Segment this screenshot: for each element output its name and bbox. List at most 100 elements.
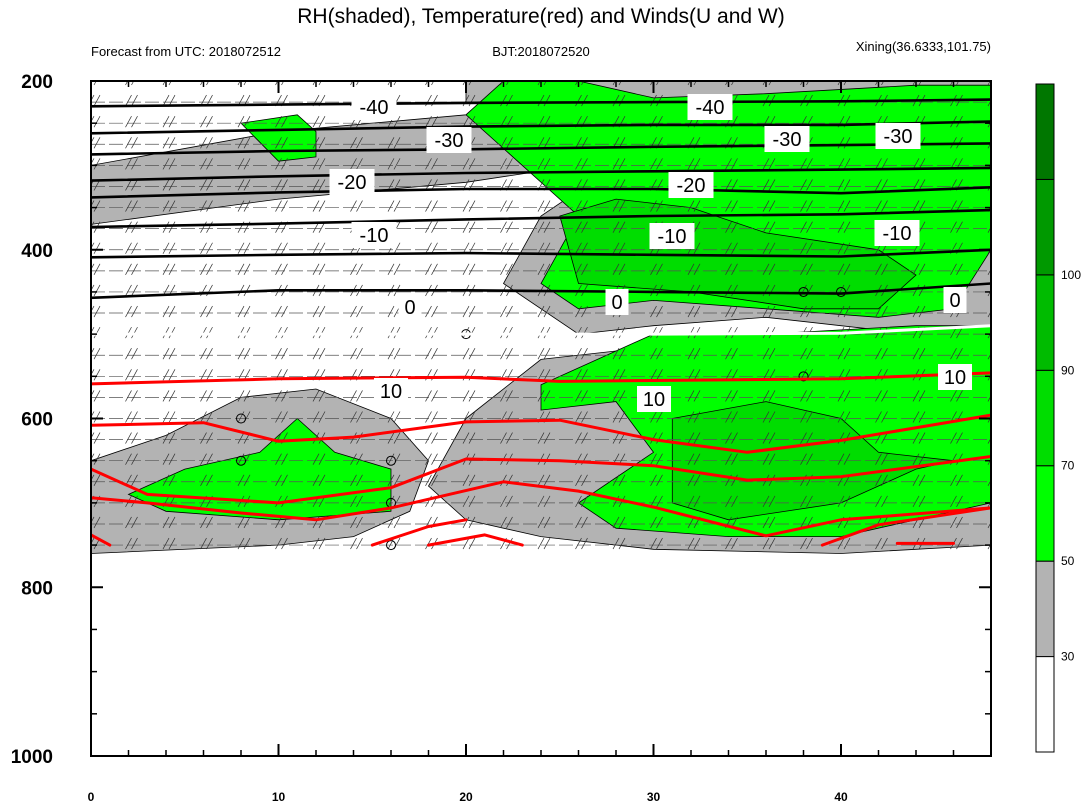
wind-barb: [575, 158, 582, 170]
wind-barb: [93, 453, 101, 465]
wind-barb: [243, 263, 251, 276]
wind-barb: [987, 352, 991, 360]
wind-barb: [237, 516, 245, 529]
wind-barb: [275, 242, 282, 254]
wind-barb: [131, 137, 138, 149]
wind-barb: [693, 348, 701, 360]
wind-barb: [762, 242, 770, 254]
wind-barb: [693, 158, 701, 170]
wind-barb: [837, 348, 845, 360]
contour-label-box: [875, 123, 921, 149]
colorbar-segment: [1035, 656, 1055, 753]
wind-barb: [387, 137, 395, 149]
wind-barb: [537, 390, 545, 402]
contour-label-text: 10: [643, 389, 665, 411]
wind-barb: [875, 179, 882, 191]
wind-barb: [656, 305, 663, 318]
colorbar: 30 50 70 90 100: [1035, 83, 1081, 753]
wind-barb: [956, 348, 963, 360]
wind-barb: [500, 81, 504, 86]
wind-barb: [994, 74, 1000, 85]
wind-barb: [462, 474, 470, 486]
wind-barb: [275, 263, 282, 276]
wind-barb: [843, 390, 851, 402]
wind-barb: [275, 305, 282, 318]
wind-barb: [356, 390, 363, 402]
forecast-subtitle: Forecast from UTC: 2018072512: [91, 44, 281, 59]
wind-barb: [881, 453, 888, 465]
wind-barb: [431, 348, 438, 360]
x-tick-label: 20: [459, 790, 473, 804]
wind-barb: [281, 137, 288, 149]
wind-barb: [768, 348, 776, 360]
wind-barb: [987, 226, 991, 233]
wind-barb: [237, 158, 245, 170]
wind-barb: [994, 285, 1000, 296]
temperature-contours: [91, 98, 991, 547]
wind-barb: [506, 221, 513, 233]
wind-barb: [956, 200, 963, 212]
wind-barb: [725, 453, 732, 465]
wind-barb: [468, 200, 476, 212]
wind-barb: [356, 137, 363, 149]
contour-label: -20: [668, 172, 714, 198]
wind-barb: [468, 158, 476, 170]
wind-barb: [168, 537, 176, 550]
wind-barb: [506, 137, 513, 149]
wind-barb: [281, 116, 288, 128]
wind-barb: [500, 263, 507, 276]
wind-barb: [200, 348, 207, 360]
wind-barb: [650, 516, 657, 529]
wind-barb: [350, 516, 357, 529]
wind-barb: [237, 305, 245, 318]
wind-barb: [950, 516, 957, 529]
wind-barb: [994, 137, 1000, 148]
wind-barb: [687, 284, 695, 297]
wind-barb: [431, 242, 438, 254]
wind-barb: [918, 200, 926, 212]
wind-barb: [162, 474, 170, 486]
wind-barb: [462, 495, 470, 508]
wind-barb: [612, 158, 620, 170]
wind-barb: [125, 179, 132, 191]
wind-barb: [994, 158, 1000, 169]
wind-barb: [912, 495, 920, 508]
wind-barb: [356, 432, 363, 444]
wind-barb: [393, 474, 401, 486]
wind-barb: [393, 179, 401, 191]
wind-barb: [768, 200, 776, 212]
wind-barb: [543, 221, 551, 233]
wind-barb: [537, 263, 545, 276]
wind-barb: [543, 81, 547, 86]
wind-barb: [93, 242, 101, 254]
wind-barb: [800, 158, 807, 170]
colorbar-segment: [1035, 369, 1055, 467]
wind-barb: [387, 158, 395, 170]
wind-barb: [275, 495, 282, 508]
wind-barb: [581, 411, 588, 423]
calm-wind-circle: [386, 540, 396, 551]
wind-barb: [693, 200, 701, 212]
wind-barb: [618, 516, 626, 529]
wind-barb: [800, 179, 807, 191]
wind-barb: [237, 200, 245, 212]
wind-barb: [987, 374, 991, 381]
wind-barb: [537, 537, 545, 550]
wind-barb: [468, 348, 476, 360]
wind-barb: [843, 453, 851, 465]
wind-barb: [431, 263, 438, 276]
temperature-isoline: [91, 533, 112, 547]
colorbar-segment: [1035, 178, 1055, 276]
wind-barb: [206, 537, 213, 550]
wind-barb: [162, 158, 170, 170]
wind-barb: [243, 179, 251, 191]
wind-barb: [806, 179, 813, 191]
wind-barb: [837, 242, 845, 254]
wind-barb: [200, 474, 207, 486]
wind-barb: [575, 263, 582, 276]
wind-barb: [91, 369, 95, 376]
wind-barb: [462, 432, 470, 444]
temperature-isoline: [820, 506, 991, 547]
wind-barb: [168, 179, 176, 191]
wind-barb: [843, 179, 851, 191]
